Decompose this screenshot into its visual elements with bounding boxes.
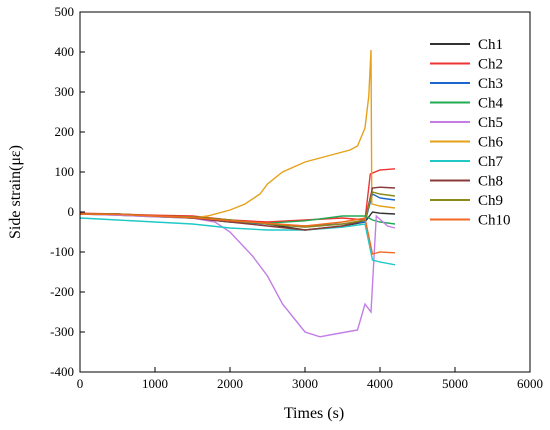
y-tick-label: -100 (50, 244, 74, 259)
y-tick-label: 500 (55, 4, 75, 19)
y-tick-label: 400 (55, 44, 75, 59)
series-line-ch7 (79, 217, 396, 266)
y-tick-label: -200 (50, 284, 74, 299)
y-tick-label: 100 (55, 164, 75, 179)
legend-label-ch9: Ch9 (478, 193, 503, 209)
legend-label-ch5: Ch5 (478, 115, 503, 131)
legend-label-ch3: Ch3 (478, 76, 503, 92)
legend-label-ch2: Ch2 (478, 57, 503, 73)
legend-label-ch6: Ch6 (478, 135, 504, 151)
y-tick-label: -300 (50, 324, 74, 339)
x-tick-label: 5000 (442, 376, 468, 391)
x-tick-label: 3000 (292, 376, 318, 391)
x-tick-label: 4000 (367, 376, 393, 391)
legend-label-ch4: Ch4 (478, 96, 504, 112)
y-tick-label: 200 (55, 124, 75, 139)
legend: Ch1 Ch2 Ch3 Ch4 Ch5 Ch6 Ch7 Ch8 Ch9 Ch10 (430, 37, 511, 229)
y-tick-label: -400 (50, 364, 74, 379)
legend-label-ch8: Ch8 (478, 174, 503, 190)
series-line-ch10 (79, 213, 396, 255)
y-axis-title: Side strain(με) (7, 145, 24, 239)
legend-label-ch10: Ch10 (478, 213, 511, 229)
x-tick-label: 6000 (517, 376, 543, 391)
x-tick-label: 1000 (142, 376, 168, 391)
plot-frame (79, 11, 531, 373)
y-tick-label: 0 (68, 204, 75, 219)
x-tick-label: 0 (77, 376, 84, 391)
x-axis-title: Times (s) (284, 405, 344, 422)
axes: 0 1000 2000 3000 4000 5000 6000500400300200100… (50, 4, 543, 391)
plot-area (79, 49, 396, 338)
series-line-ch6 (80, 49, 396, 219)
legend-label-ch7: Ch7 (478, 154, 504, 170)
x-tick-label: 2000 (217, 376, 243, 391)
series-line-ch5 (79, 213, 396, 338)
legend-label-ch1: Ch1 (478, 37, 503, 53)
y-tick-label: 300 (55, 84, 75, 99)
